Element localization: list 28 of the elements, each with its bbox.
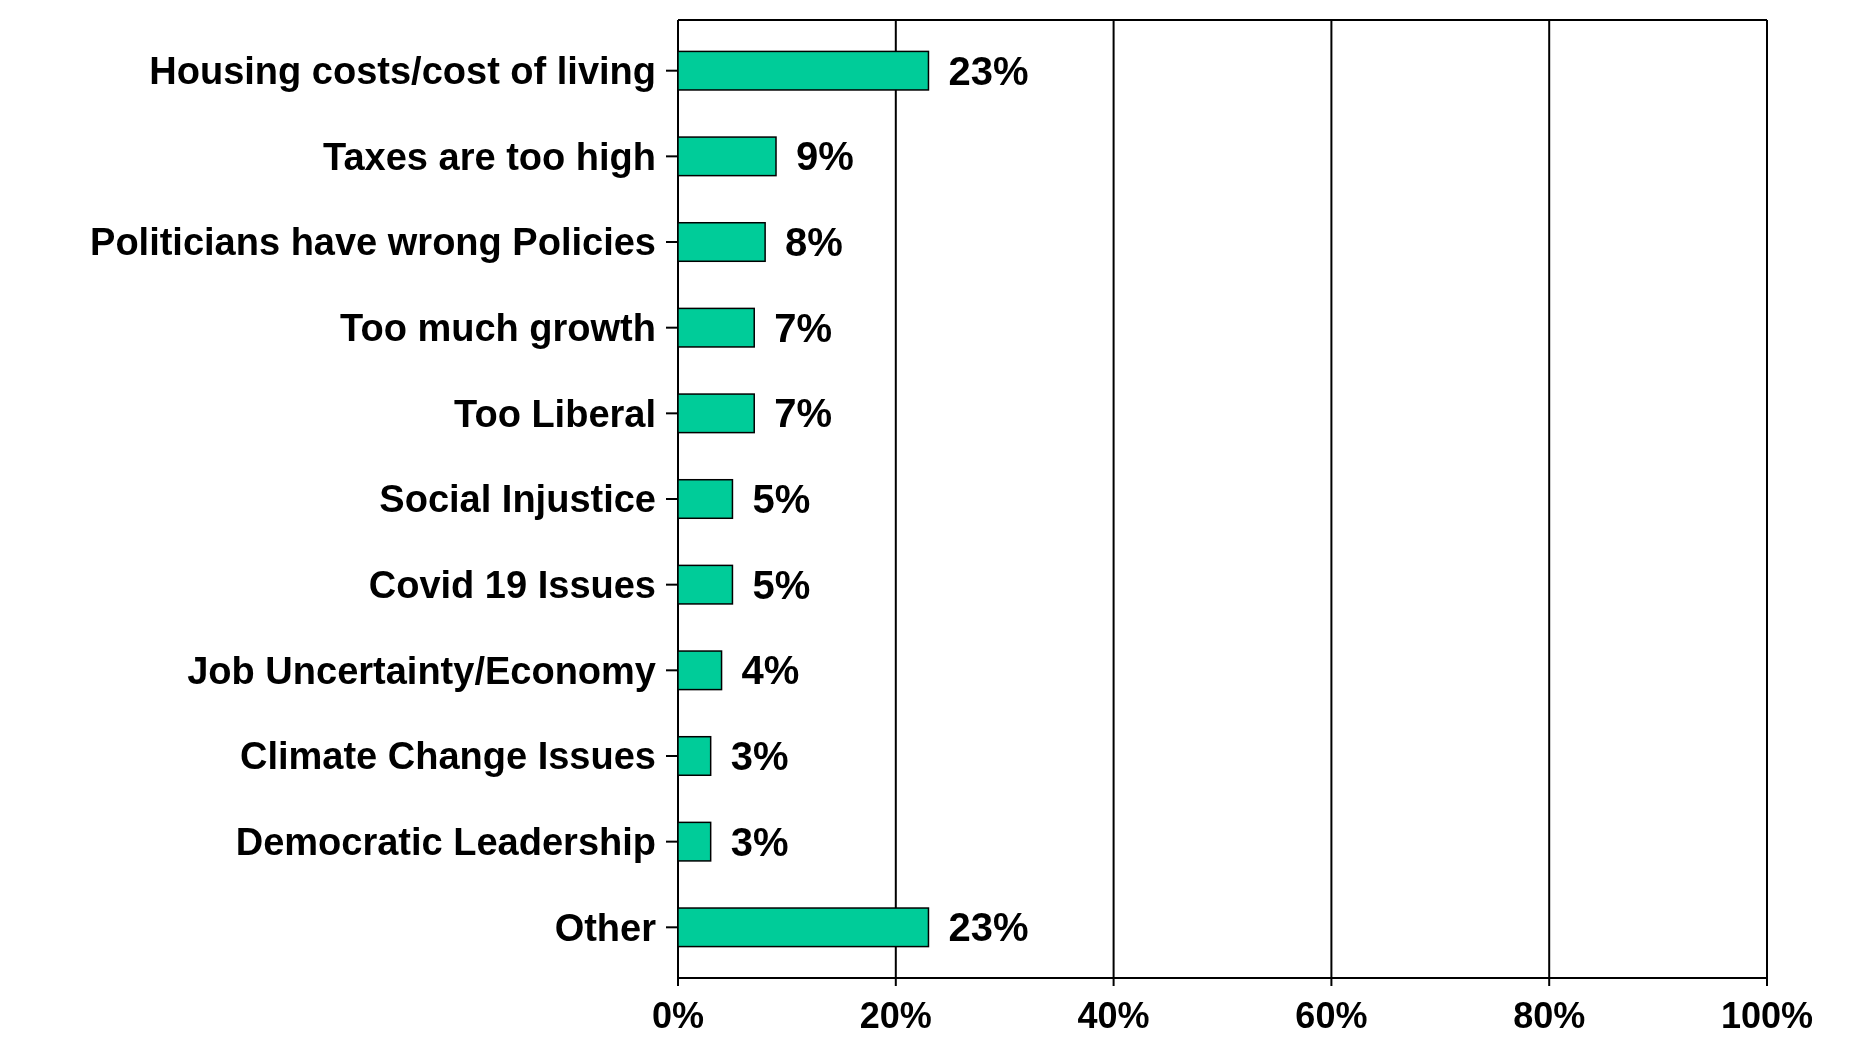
- data-label: 7%: [774, 391, 833, 436]
- data-label: 5%: [752, 477, 811, 521]
- data-label: 5%: [752, 562, 811, 607]
- data-label: 8%: [785, 220, 843, 265]
- y-tick-label: Job Uncertainty/Economy: [187, 649, 656, 692]
- x-tick-label: 40%: [1077, 995, 1150, 1036]
- y-tick-label: Taxes are too high: [323, 135, 656, 178]
- data-label: 23%: [948, 905, 1029, 950]
- y-tick-label: Too Liberal: [454, 392, 656, 435]
- x-tick-label: 20%: [859, 995, 932, 1036]
- y-tick-label: Too much growth: [340, 306, 656, 349]
- y-tick-label: Politicians have wrong Policies: [90, 221, 656, 264]
- y-tick-label: Housing costs/cost of living: [149, 49, 656, 92]
- data-label: 7%: [774, 305, 833, 350]
- x-tick-label: 100%: [1720, 995, 1814, 1036]
- data-label: 4%: [741, 648, 800, 693]
- data-label: 23%: [948, 48, 1029, 93]
- x-tick-label: 60%: [1295, 995, 1368, 1036]
- y-tick-label: Covid 19 Issues: [368, 563, 656, 606]
- y-tick-label: Climate Change Issues: [239, 735, 656, 778]
- data-label: 9%: [796, 134, 854, 179]
- x-tick-label: 0%: [651, 995, 705, 1036]
- data-label: 3%: [730, 733, 789, 778]
- x-tick-label: 80%: [1513, 995, 1586, 1036]
- data-label: 3%: [730, 819, 789, 864]
- y-tick-label: Social Injustice: [379, 478, 656, 521]
- y-tick-label: Other: [554, 906, 657, 949]
- y-tick-label: Democratic Leadership: [235, 820, 656, 863]
